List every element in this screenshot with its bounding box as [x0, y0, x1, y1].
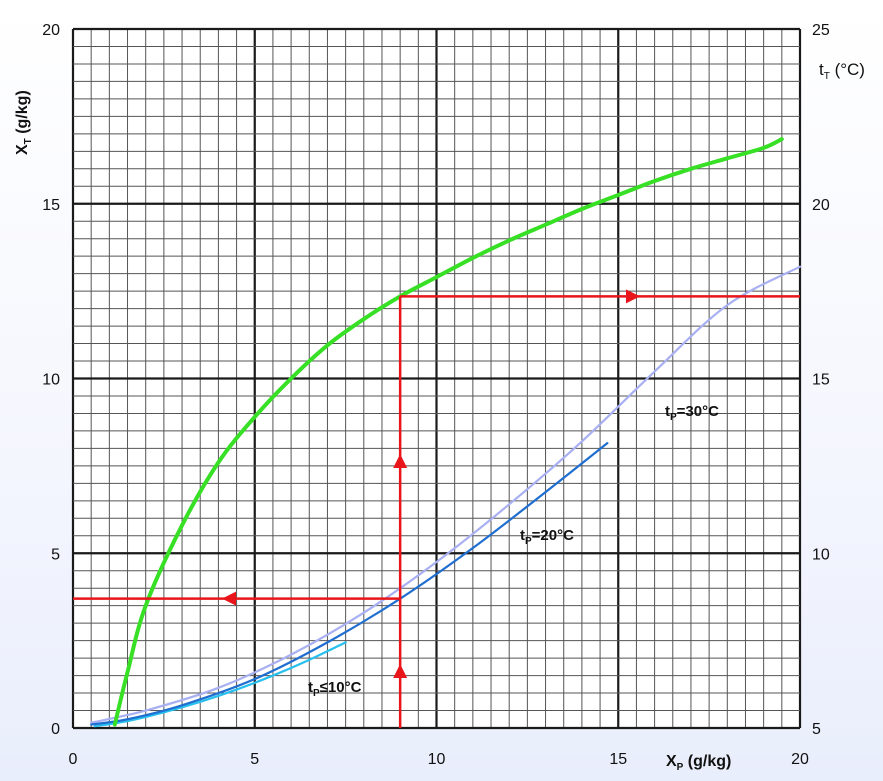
curve-tp-10 — [93, 641, 347, 728]
y2-tick-label: 10 — [812, 546, 830, 563]
curve-tt — [112, 137, 784, 727]
arrow-up-icon — [393, 664, 408, 678]
y-tick-label: 15 — [42, 197, 60, 214]
arrow-up-icon — [393, 454, 408, 468]
guide-arrows — [73, 289, 800, 728]
arrow-left-icon — [222, 591, 236, 606]
curve-tp-30 — [90, 265, 802, 724]
grid — [71, 27, 802, 730]
y2-tick-label: 15 — [812, 372, 830, 389]
label-tp-10: tP≤10°C — [308, 679, 362, 699]
x-tick-label: 20 — [791, 751, 809, 768]
y2-tick-label: 5 — [812, 721, 821, 738]
y2-axis-label: tT (°C) — [819, 60, 865, 82]
y-tick-label: 5 — [51, 546, 60, 563]
x-axis-label: XP (g/kg) — [666, 753, 731, 773]
arrow-right-icon — [626, 289, 640, 304]
y2-tick-label: 20 — [812, 197, 830, 214]
y-axis-label: XT (g/kg) — [14, 90, 34, 155]
y-tick-label: 10 — [42, 372, 60, 389]
x-tick-label: 5 — [250, 751, 259, 768]
x-tick-label: 15 — [609, 751, 627, 768]
y2-tick-label: 25 — [812, 22, 830, 39]
label-tp-30: tP=30°C — [665, 403, 719, 423]
x-tick-label: 10 — [428, 751, 446, 768]
y-tick-label: 20 — [42, 22, 60, 39]
x-tick-label: 0 — [69, 751, 78, 768]
label-tp-20: tP=20°C — [520, 527, 574, 547]
y-tick-label: 0 — [51, 721, 60, 738]
curve-tp-20 — [90, 442, 609, 726]
series-lines — [90, 137, 802, 728]
